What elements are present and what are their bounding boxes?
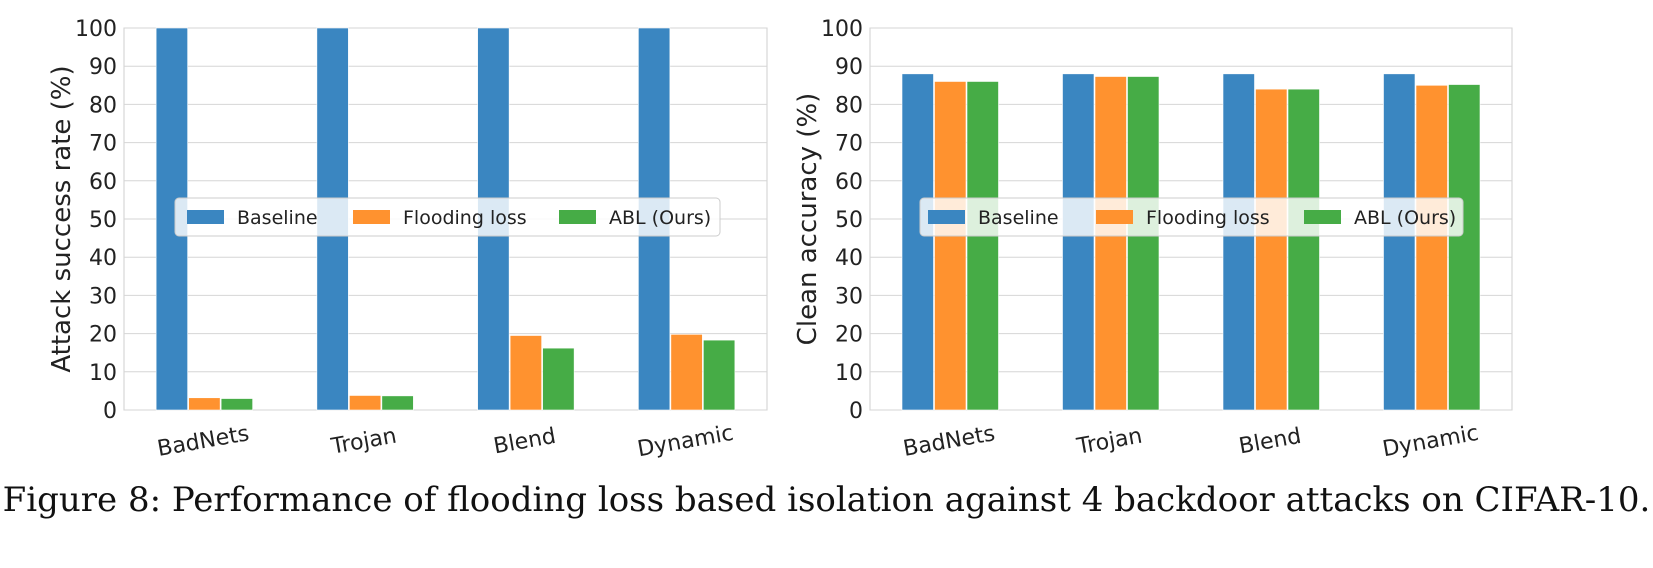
- legend-label-baseline: Baseline: [978, 207, 1059, 229]
- chart-attack-success-rate: 0 10 20 30 40 50 60 70 80 90 100 Attack success rat…: [47, 17, 768, 462]
- bar-abl-ours-trojan: [1127, 76, 1160, 411]
- y-tick-label: 20: [835, 323, 863, 348]
- bar-baseline-trojan: [1062, 73, 1095, 411]
- legend-swatch-abl-ours: [1304, 210, 1341, 224]
- bar-flooding-loss-badnets: [188, 397, 221, 411]
- bar-flooding-loss-trojan: [349, 395, 382, 411]
- y-tick-label: 60: [835, 170, 863, 195]
- y-tick-label: 70: [89, 132, 117, 157]
- legend-swatch-abl-ours: [559, 210, 596, 224]
- y-tick-label: 30: [835, 284, 863, 309]
- y-tick-label: 70: [835, 132, 863, 157]
- legend-box: [919, 197, 1464, 237]
- y-tick-label: 40: [89, 246, 117, 271]
- bar-baseline-dynamic: [1383, 73, 1416, 411]
- bar-flooding-loss-blend: [1255, 88, 1288, 411]
- bar-flooding-loss-dynamic: [670, 334, 703, 411]
- bar-abl-ours-badnets: [220, 398, 253, 411]
- legend-swatch-baseline: [928, 210, 965, 224]
- y-tick-label: 90: [835, 55, 863, 80]
- legend-box: [174, 197, 721, 237]
- y-tick-label: 10: [835, 361, 863, 386]
- y-tick-label: 50: [835, 208, 863, 233]
- bar-abl-ours-dynamic: [703, 339, 736, 411]
- x-tick-label-dynamic: Dynamic: [636, 421, 736, 462]
- bar-abl-ours-blend: [542, 347, 575, 411]
- x-tick-label-trojan: Trojan: [1074, 424, 1144, 460]
- legend-label-flooding-loss: Flooding loss: [403, 207, 527, 229]
- y-tick-label: 40: [835, 246, 863, 271]
- x-tick-label-badnets: BadNets: [155, 421, 251, 462]
- bar-abl-ours-dynamic: [1448, 84, 1481, 411]
- y-tick-label: 30: [89, 284, 117, 309]
- legend-label-abl-ours: ABL (Ours): [1354, 207, 1456, 229]
- y-axis-label: Clean accuracy (%): [793, 93, 823, 346]
- bar-flooding-loss-blend: [509, 335, 542, 411]
- legend-label-flooding-loss: Flooding loss: [1146, 207, 1270, 229]
- y-tick-label: 100: [821, 17, 863, 42]
- legend-swatch-baseline: [187, 210, 224, 224]
- bar-flooding-loss-trojan: [1094, 76, 1127, 411]
- bar-flooding-loss-badnets: [934, 81, 967, 411]
- bar-abl-ours-badnets: [966, 81, 999, 411]
- legend-swatch-flooding-loss: [353, 210, 390, 224]
- bar-flooding-loss-dynamic: [1415, 85, 1448, 411]
- x-tick-label-badnets: BadNets: [901, 421, 997, 462]
- y-tick-label: 80: [89, 93, 117, 118]
- legend-swatch-flooding-loss: [1096, 210, 1133, 224]
- y-tick-label: 0: [103, 399, 117, 424]
- y-tick-label: 20: [89, 323, 117, 348]
- bar-abl-ours-trojan: [381, 395, 414, 411]
- figure-caption: Figure 8: Performance of flooding loss b…: [2, 480, 1651, 520]
- bar-abl-ours-blend: [1287, 88, 1320, 411]
- bar-baseline-blend: [1222, 73, 1255, 411]
- legend-label-abl-ours: ABL (Ours): [609, 207, 711, 229]
- x-tick-label-blend: Blend: [492, 424, 558, 460]
- y-tick-label: 100: [75, 17, 117, 42]
- y-tick-label: 10: [89, 361, 117, 386]
- y-tick-label: 80: [835, 93, 863, 118]
- x-tick-label-blend: Blend: [1237, 424, 1303, 460]
- chart-clean-accuracy: 0 10 20 30 40 50 60 70 80 90 100 Clean accuracy (%)…: [793, 17, 1513, 462]
- y-tick-label: 60: [89, 170, 117, 195]
- x-tick-label-dynamic: Dynamic: [1381, 421, 1481, 462]
- legend: Baseline Flooding loss ABL (Ours): [919, 197, 1464, 237]
- bar-baseline-badnets: [901, 73, 934, 411]
- y-axis-label: Attack success rate (%): [47, 65, 77, 372]
- legend: Baseline Flooding loss ABL (Ours): [174, 197, 721, 237]
- x-tick-label-trojan: Trojan: [328, 424, 398, 460]
- legend-label-baseline: Baseline: [237, 207, 318, 229]
- y-tick-label: 90: [89, 55, 117, 80]
- y-tick-label: 0: [849, 399, 863, 424]
- y-tick-label: 50: [89, 208, 117, 233]
